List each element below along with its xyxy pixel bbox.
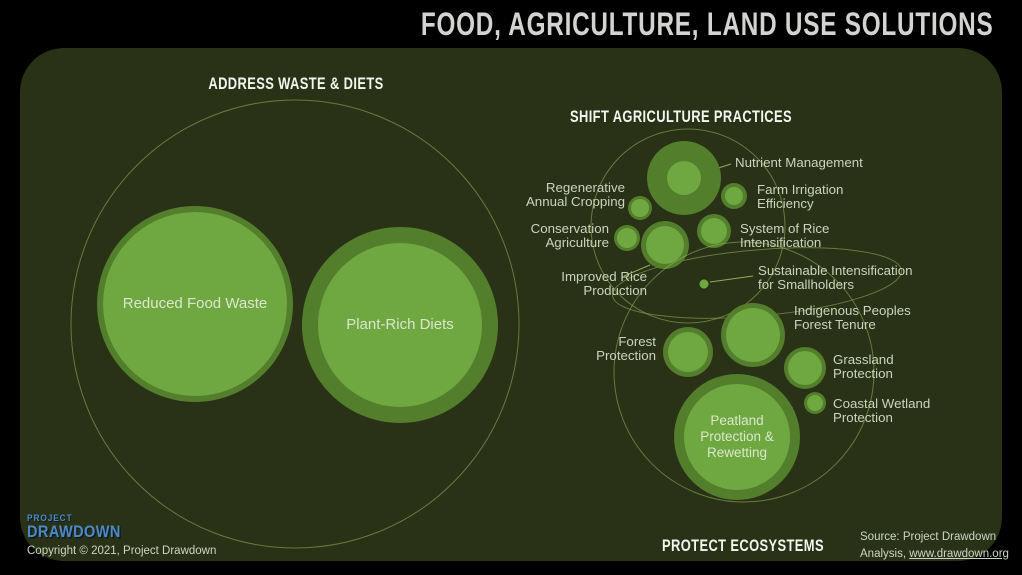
source-line1: Source: Project Drawdown (860, 531, 997, 543)
logo-drawdown-text: DRAWDOWN (27, 523, 121, 541)
page-title: FOOD, AGRICULTURE, LAND USE SOLUTIONS (420, 6, 993, 42)
drawdown-link[interactable]: www.drawdown.org (909, 547, 1009, 560)
source-line2-prefix: Analysis, (860, 547, 910, 560)
copyright-text: Copyright © 2021, Project Drawdown (27, 545, 217, 557)
infographic-panel (20, 48, 1002, 561)
source-attribution: Source: Project Drawdown Analysis, www.d… (860, 529, 1009, 562)
project-drawdown-logo: PROJECT DRAWDOWN (27, 514, 134, 541)
logo-project-text: PROJECT (27, 513, 73, 523)
